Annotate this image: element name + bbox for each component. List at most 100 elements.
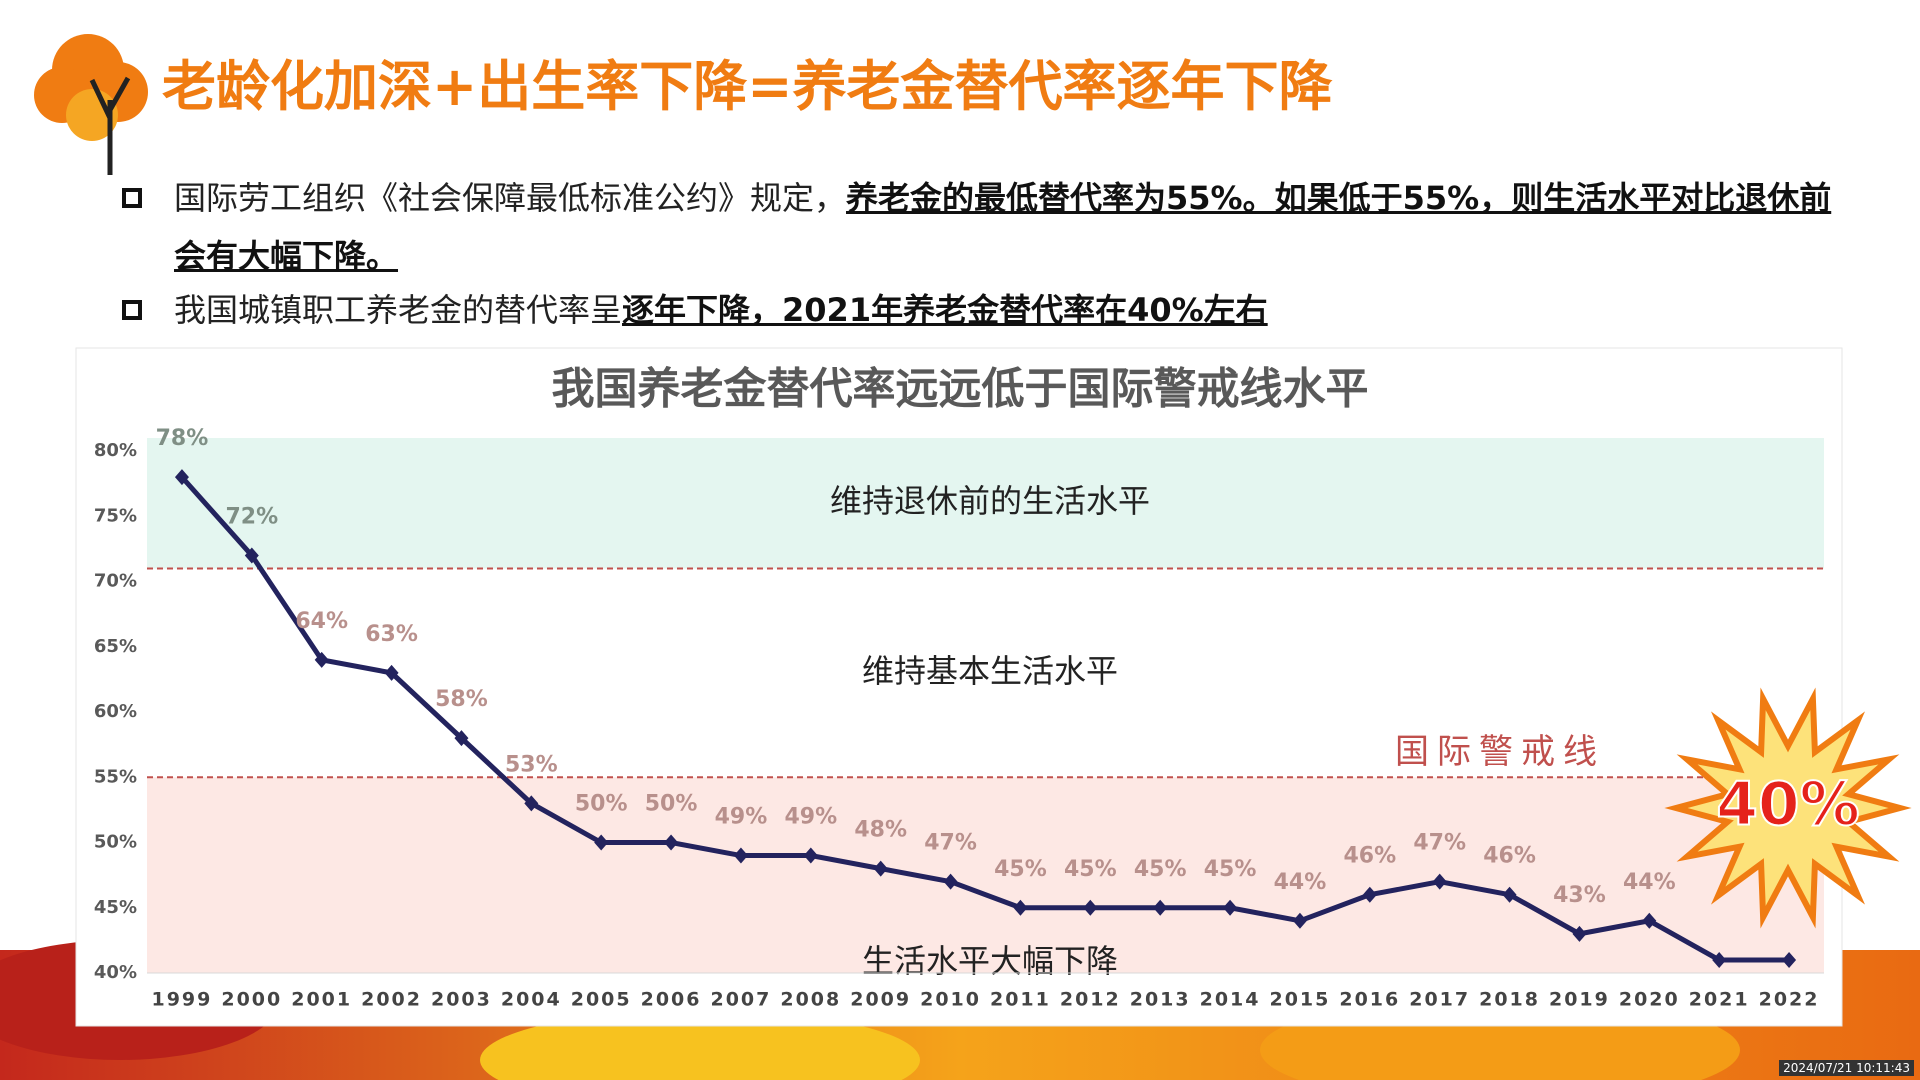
marker (664, 834, 679, 851)
marker (174, 469, 189, 486)
x-tick-label: 2007 (710, 989, 771, 1011)
x-tick-label: 2008 (780, 989, 841, 1011)
y-tick-label: 60% (94, 701, 137, 722)
marker (524, 795, 539, 812)
reference-label: 国际警戒线 (1395, 732, 1605, 772)
x-tick-label: 2003 (431, 989, 492, 1011)
data-label: 47% (1413, 831, 1466, 856)
band-label: 生活水平大幅下降 (862, 942, 1118, 980)
x-tick-label: 2005 (571, 989, 632, 1011)
data-label: 49% (784, 805, 837, 830)
marker (1292, 912, 1307, 929)
x-tick-label: 2013 (1130, 989, 1191, 1011)
x-tick-label: 2015 (1269, 989, 1330, 1011)
x-tick-label: 1999 (151, 989, 212, 1011)
y-tick-label: 45% (94, 897, 137, 918)
data-label: 49% (715, 805, 768, 830)
title: 老龄化加深+出生率下降=养老金替代率逐年下降 (162, 55, 1333, 118)
marker (384, 664, 399, 681)
band (147, 438, 1824, 569)
bullet: 国际劳工组织《社会保障最低标准公约》规定，养老金的最低替代率为55%。如果低于5… (174, 169, 1844, 285)
marker (1013, 899, 1028, 916)
marker (803, 847, 818, 864)
data-label: 44% (1274, 870, 1327, 895)
data-label: 64% (295, 609, 348, 634)
bullet-box (122, 300, 142, 320)
data-label: 45% (1204, 857, 1257, 882)
band-label: 维持基本生活水平 (862, 652, 1118, 690)
marker (1502, 886, 1517, 903)
marker (943, 873, 958, 890)
marker (244, 547, 259, 564)
data-label: 45% (1134, 857, 1187, 882)
data-label: 72% (225, 504, 278, 529)
y-tick-label: 65% (94, 636, 137, 657)
y-tick-label: 80% (94, 440, 137, 461)
marker (1083, 899, 1098, 916)
y-tick-label: 40% (94, 962, 137, 983)
y-tick-label: 50% (94, 832, 137, 853)
x-tick-label: 2020 (1619, 989, 1680, 1011)
marker (1153, 899, 1168, 916)
data-label: 50% (645, 792, 698, 817)
bullet-text: 我国城镇职工养老金的替代率呈 (174, 291, 623, 329)
data-label: 48% (854, 818, 907, 843)
x-tick-label: 2021 (1689, 989, 1750, 1011)
x-tick-label: 2018 (1479, 989, 1540, 1011)
data-label: 46% (1483, 844, 1536, 869)
timestamp: 2024/07/21 10:11:43 (1779, 1060, 1914, 1076)
starburst (1664, 687, 1912, 929)
marker (1642, 912, 1657, 929)
band (147, 568, 1824, 778)
bullet: 我国城镇职工养老金的替代率呈逐年下降，2021年养老金替代率在40%左右 (174, 281, 1844, 339)
x-tick-label: 2000 (221, 989, 282, 1011)
line (180, 475, 1790, 963)
x-tick-label: 2022 (1759, 989, 1820, 1011)
x-tick-label: 2014 (1200, 989, 1261, 1011)
band-label: 维持退休前的生活水平 (830, 482, 1150, 520)
x-tick-label: 2010 (920, 989, 981, 1011)
bullet-box (122, 188, 142, 208)
leaf (480, 1010, 920, 1080)
bullet-text: 国际劳工组织《社会保障最低标准公约》规定， (174, 179, 847, 217)
x-tick-label: 2006 (641, 989, 702, 1011)
marker (1712, 951, 1727, 968)
x-tick-label: 2009 (850, 989, 911, 1011)
y-tick-label: 70% (94, 571, 137, 592)
marker (314, 651, 329, 668)
data-label: 63% (365, 622, 418, 647)
marker (1572, 925, 1587, 942)
marker (1782, 951, 1797, 968)
data-label: 46% (1343, 844, 1396, 869)
data-label: 50% (575, 792, 628, 817)
y-tick-label: 55% (94, 766, 137, 787)
data-label: 45% (1064, 857, 1117, 882)
x-tick-label: 2017 (1409, 989, 1470, 1011)
chart-title: 我国养老金替代率远远低于国际警戒线水平 (552, 365, 1369, 415)
x-tick-label: 2002 (361, 989, 422, 1011)
data-label: 43% (1553, 883, 1606, 908)
marker (733, 847, 748, 864)
data-label: 53% (505, 752, 558, 777)
data-label: 78% (156, 426, 209, 451)
annotation: 40% (1716, 770, 1860, 840)
data-label: 44% (1623, 870, 1676, 895)
x-tick-label: 2004 (501, 989, 562, 1011)
data-label: 58% (435, 687, 488, 712)
tree-icon (34, 34, 148, 175)
x-tick-label: 2012 (1060, 989, 1121, 1011)
marker (873, 860, 888, 877)
marker (1432, 873, 1447, 890)
y-tick-label: 75% (94, 505, 137, 526)
data-label: 45% (994, 857, 1047, 882)
x-tick-label: 2011 (990, 989, 1051, 1011)
band (147, 777, 1824, 973)
marker (1223, 899, 1238, 916)
x-tick-label: 2019 (1549, 989, 1610, 1011)
marker (594, 834, 609, 851)
bullet-emphasis: 养老金的最低替代率为55%。如果低于55%，则生活水平对比退休前会有大幅下降。 (174, 179, 1832, 275)
marker (1362, 886, 1377, 903)
marker (454, 730, 469, 747)
